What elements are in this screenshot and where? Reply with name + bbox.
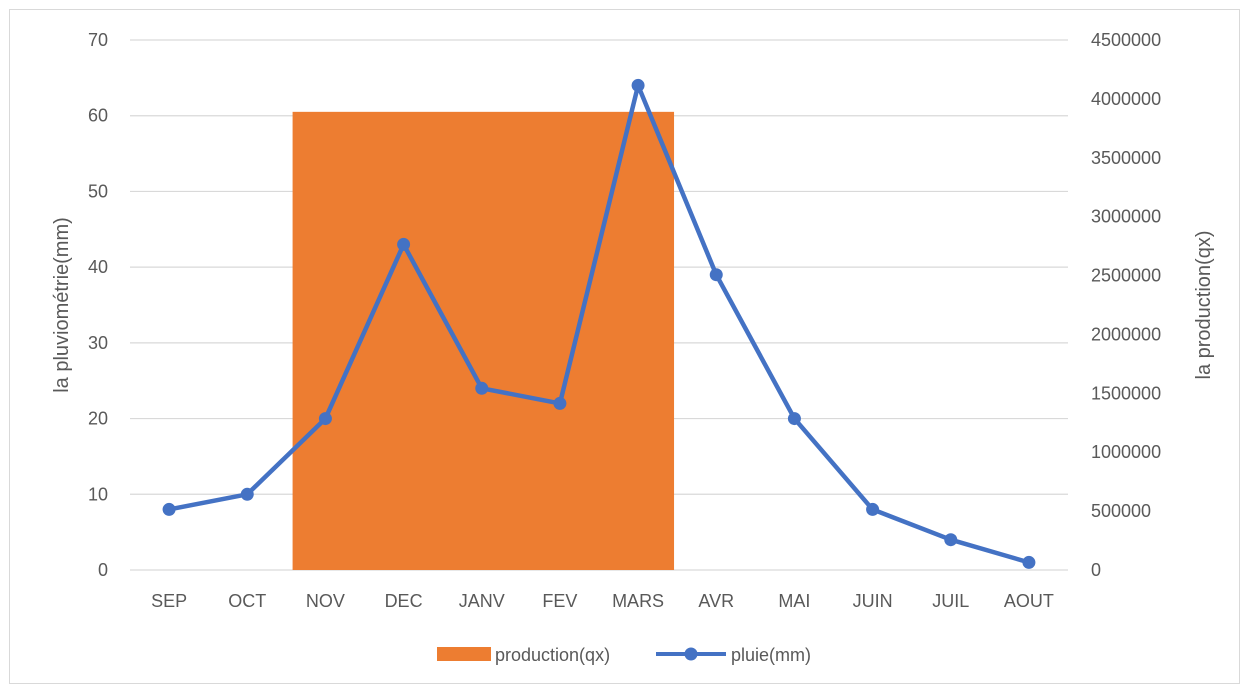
point-pluie-avr	[709, 268, 723, 282]
point-pluie-oct	[240, 487, 254, 501]
point-pluie-aout	[1022, 555, 1036, 569]
left-tick-label: 30	[88, 333, 108, 353]
point-pluie-dec	[397, 237, 411, 251]
right-tick-label: 2000000	[1091, 324, 1161, 344]
x-tick-label: SEP	[151, 591, 187, 611]
legend-production-swatch	[437, 647, 491, 661]
right-tick-label: 3000000	[1091, 207, 1161, 227]
x-tick-label: OCT	[228, 591, 266, 611]
left-tick-label: 20	[88, 409, 108, 429]
left-tick-label: 0	[98, 560, 108, 580]
x-axis-ticks: SEP OCT NOV DEC JANV FEV MARS AVR MAI JUIN JUIL AOU…	[151, 591, 1054, 611]
point-pluie-mars	[631, 78, 645, 92]
legend-production-label: production(qx)	[495, 645, 610, 665]
legend-pluie-marker	[684, 647, 698, 661]
point-pluie-nov	[318, 412, 332, 426]
right-tick-label: 0	[1091, 560, 1101, 580]
right-axis-title: la production(qx)	[1193, 231, 1215, 380]
x-tick-label: AOUT	[1004, 591, 1054, 611]
point-pluie-juil	[944, 533, 958, 547]
x-tick-label: JUIL	[932, 591, 969, 611]
legend: production(qx) pluie(mm)	[437, 645, 811, 665]
x-tick-label: JUIN	[853, 591, 893, 611]
right-tick-label: 4000000	[1091, 89, 1161, 109]
x-tick-label: MAI	[778, 591, 810, 611]
left-axis-ticks: 0 10 20 30 40 50 60 70	[88, 30, 108, 580]
x-tick-label: FEV	[542, 591, 577, 611]
right-tick-label: 1500000	[1091, 383, 1161, 403]
bar-series	[292, 111, 675, 570]
line-series	[162, 78, 1036, 569]
left-tick-label: 50	[88, 181, 108, 201]
bar-production	[292, 111, 675, 570]
point-pluie-janv	[475, 381, 489, 395]
right-tick-label: 2500000	[1091, 266, 1161, 286]
left-tick-label: 40	[88, 257, 108, 277]
left-axis-title: la pluviométrie(mm)	[51, 217, 73, 393]
x-tick-label: DEC	[385, 591, 423, 611]
point-pluie-mai	[787, 412, 801, 426]
legend-pluie-label: pluie(mm)	[731, 645, 811, 665]
point-pluie-juin	[866, 502, 880, 516]
left-tick-label: 10	[88, 484, 108, 504]
right-tick-label: 3500000	[1091, 148, 1161, 168]
point-pluie-fev	[553, 396, 567, 410]
x-tick-label: MARS	[612, 591, 664, 611]
line-pluie	[168, 83, 1030, 565]
right-tick-label: 4500000	[1091, 30, 1161, 50]
left-tick-label: 70	[88, 30, 108, 50]
x-tick-label: AVR	[698, 591, 734, 611]
left-tick-label: 60	[88, 106, 108, 126]
right-axis-ticks: 0 500000 1000000 1500000 2000000 2500000 30000…	[1091, 30, 1161, 580]
point-pluie-sep	[162, 502, 176, 516]
right-tick-label: 500000	[1091, 501, 1151, 521]
x-tick-label: JANV	[459, 591, 505, 611]
x-tick-label: NOV	[306, 591, 345, 611]
right-tick-label: 1000000	[1091, 442, 1161, 462]
